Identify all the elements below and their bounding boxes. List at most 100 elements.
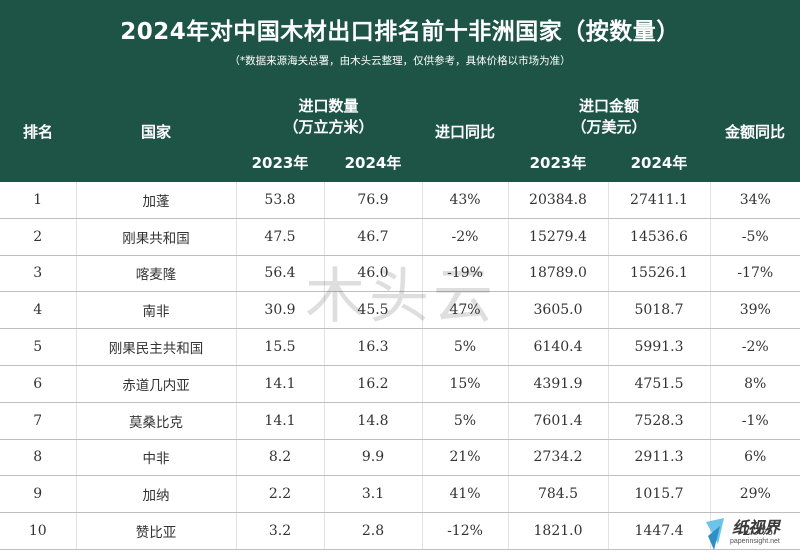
data-source-note: （*数据来源海关总署，由木头云整理，仅供参考，具体价格以市场为准）	[229, 55, 571, 67]
cell-vol-yoy: 5%	[422, 328, 509, 366]
cell-val-2024: 27411.1	[608, 182, 711, 219]
cell-vol-2023: 14.1	[236, 402, 325, 440]
cell-val-yoy: 6%	[710, 439, 800, 477]
cell-vol-2023: 8.2	[236, 439, 325, 477]
cell-val-2023: 4391.9	[508, 365, 609, 403]
cell-vol-2023: 47.5	[236, 218, 325, 256]
cell-vol-2024: 46.7	[324, 218, 423, 256]
cell-rank: 7	[0, 402, 77, 440]
cell-rank: 2	[0, 218, 77, 256]
cell-vol-2024: 3.1	[324, 475, 423, 514]
cell-val-yoy: -2%	[710, 328, 800, 366]
cell-val-yoy: -1%	[710, 402, 800, 440]
cell-val-2023: 784.5	[508, 475, 609, 514]
logo-text: 纸视界	[732, 518, 781, 537]
cell-vol-2023: 15.5	[236, 328, 325, 366]
cell-vol-yoy: 15%	[422, 365, 509, 403]
cell-vol-2024: 45.5	[324, 291, 423, 330]
cell-rank: 9	[0, 475, 77, 514]
table-row: 8 中非 8.2 9.9 21% 2734.2 2911.3 6%	[0, 439, 800, 477]
cell-vol-yoy: 43%	[422, 182, 509, 219]
cell-vol-yoy: 47%	[422, 291, 509, 330]
cell-vol-yoy: 5%	[422, 402, 509, 440]
cell-val-yoy: 34%	[710, 182, 800, 219]
cell-val-2024: 1447.4	[608, 512, 711, 550]
header-volume-group: 进口数量	[298, 97, 359, 115]
cell-vol-2024: 14.8	[324, 402, 423, 440]
cell-rank: 6	[0, 365, 77, 403]
cell-vol-yoy: -19%	[422, 255, 509, 293]
cell-country: 中非	[76, 439, 237, 477]
header-rank: 排名	[22, 123, 53, 141]
cell-country: 加蓬	[76, 182, 237, 219]
cell-vol-2024: 76.9	[324, 182, 423, 219]
cell-rank: 1	[0, 182, 77, 219]
header-volume-2023: 2023年	[251, 154, 309, 172]
cell-vol-2024: 16.3	[324, 328, 423, 366]
brand-logo: 纸视界 paperinsight.net	[700, 512, 800, 556]
table-row: 5 刚果民主共和国 15.5 16.3 5% 6140.4 5991.3 -2%	[0, 328, 800, 366]
cell-vol-2024: 2.8	[324, 512, 423, 550]
data-table: 1 加蓬 53.8 76.9 43% 20384.8 27411.1 34% 2 刚果共和国 47.…	[0, 182, 800, 550]
cell-vol-yoy: -2%	[422, 218, 509, 256]
table-row: 6 赤道几内亚 14.1 16.2 15% 4391.9 4751.5 8%	[0, 365, 800, 403]
header-value-yoy: 金额同比	[724, 123, 785, 141]
cell-vol-2023: 56.4	[236, 255, 325, 293]
cell-val-yoy: -17%	[710, 255, 800, 293]
cell-val-2023: 6140.4	[508, 328, 609, 366]
table-row: 2 刚果共和国 47.5 46.7 -2% 15279.4 14536.6 -5%	[0, 218, 800, 256]
cell-val-yoy: 29%	[710, 475, 800, 514]
cell-val-2024: 5991.3	[608, 328, 711, 366]
cell-val-yoy: -20%	[710, 512, 800, 550]
header-value-2023: 2023年	[529, 154, 587, 172]
header-volume-yoy: 进口同比	[434, 123, 495, 141]
page-title: 2024年对中国木材出口排名前十非洲国家（按数量）	[120, 19, 680, 45]
cell-val-2024: 14536.6	[608, 218, 711, 256]
table-row: 1 加蓬 53.8 76.9 43% 20384.8 27411.1 34%	[0, 182, 800, 219]
cell-val-2023: 15279.4	[508, 218, 609, 256]
table-row: 7 莫桑比克 14.1 14.8 5% 7601.4 7528.3 -1%	[0, 402, 800, 440]
table-row: 4 南非 30.9 45.5 47% 3605.0 5018.7 39%	[0, 291, 800, 330]
cell-vol-yoy: 21%	[422, 439, 509, 477]
cell-val-2024: 2911.3	[608, 439, 711, 477]
cell-val-2023: 18789.0	[508, 255, 609, 293]
header-value-group: 进口金额	[578, 97, 639, 115]
header-volume-2024: 2024年	[344, 154, 402, 172]
cell-val-2024: 5018.7	[608, 291, 711, 330]
cell-val-2023: 20384.8	[508, 182, 609, 219]
cell-vol-2023: 30.9	[236, 291, 325, 330]
header-volume-unit: （万立方米）	[283, 118, 374, 136]
logo-mark-icon	[706, 518, 724, 550]
header-value-2024: 2024年	[630, 154, 688, 172]
cell-country: 莫桑比克	[76, 402, 237, 440]
cell-val-2023: 3605.0	[508, 291, 609, 330]
table-header: 2024年对中国木材出口排名前十非洲国家（按数量） （*数据来源海关总署，由木头…	[0, 0, 800, 182]
cell-vol-2023: 2.2	[236, 475, 325, 514]
cell-vol-2024: 46.0	[324, 255, 423, 293]
cell-val-2024: 7528.3	[608, 402, 711, 440]
cell-vol-2023: 53.8	[236, 182, 325, 219]
cell-val-2023: 1821.0	[508, 512, 609, 550]
cell-val-yoy: 8%	[710, 365, 800, 403]
cell-val-yoy: -5%	[710, 218, 800, 256]
cell-rank: 8	[0, 439, 77, 477]
cell-vol-2024: 9.9	[324, 439, 423, 477]
table-row: 9 加纳 2.2 3.1 41% 784.5 1015.7 29%	[0, 475, 800, 514]
cell-val-yoy: 39%	[710, 291, 800, 330]
header-value-unit: （万美元）	[571, 118, 647, 136]
cell-rank: 5	[0, 328, 77, 366]
cell-val-2023: 2734.2	[508, 439, 609, 477]
cell-country: 赤道几内亚	[76, 365, 237, 403]
table-row: 10 赞比亚 3.2 2.8 -12% 1821.0 1447.4 -20%	[0, 512, 800, 550]
cell-rank: 4	[0, 291, 77, 330]
cell-vol-yoy: 41%	[422, 475, 509, 514]
cell-country: 刚果民主共和国	[76, 328, 237, 366]
header-country: 国家	[140, 123, 171, 141]
cell-country: 南非	[76, 291, 237, 330]
cell-country: 加纳	[76, 475, 237, 514]
cell-country: 赞比亚	[76, 512, 237, 550]
cell-vol-2024: 16.2	[324, 365, 423, 403]
cell-country: 刚果共和国	[76, 218, 237, 256]
cell-vol-2023: 14.1	[236, 365, 325, 403]
logo-url: paperinsight.net	[730, 538, 780, 545]
